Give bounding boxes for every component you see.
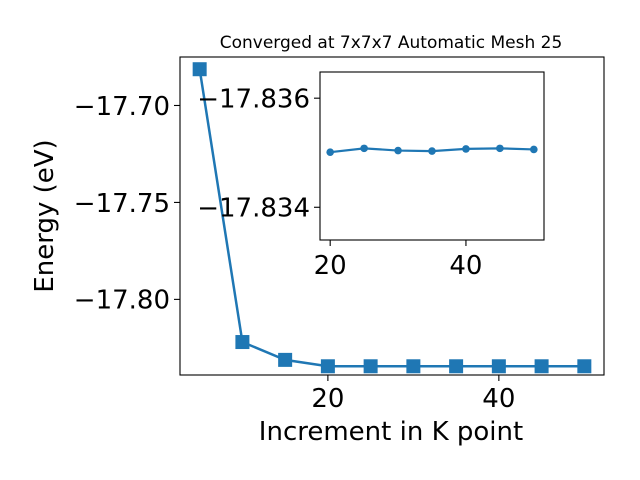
main-data-point — [320, 359, 335, 374]
main-data-point — [363, 359, 378, 374]
inset-data-point — [496, 144, 504, 153]
main-y-tick-label: −17.75 — [74, 189, 170, 219]
inset-x-tick-label: 20 — [314, 251, 347, 281]
main-series-markers — [192, 62, 592, 374]
inset-data-point — [462, 145, 470, 153]
main-x-axis-label: Increment in K point — [259, 417, 523, 447]
main-series-line — [198, 69, 585, 368]
inset-data-point — [530, 145, 538, 154]
main-data-point — [449, 359, 464, 374]
inset-data-point — [326, 148, 334, 156]
inset-y-tick-label: −17.836 — [197, 85, 310, 115]
inset-data-point — [360, 144, 368, 153]
main-data-point — [577, 359, 592, 374]
main-data-point — [235, 335, 250, 350]
inset-data-point — [394, 146, 402, 155]
inset-background — [320, 72, 544, 240]
main-y-tick-label: −17.70 — [74, 92, 170, 122]
inset-ticks: 20 40 −17.836 −17.834 — [197, 85, 482, 281]
inset-plot-frame — [319, 71, 545, 241]
main-y-tick-label: −17.80 — [74, 286, 170, 316]
main-axes: Converged at 7x7x7 Automatic Mesh 25 20 4… — [30, 33, 605, 447]
main-data-point — [406, 359, 421, 374]
main-ticks: 20 40 −17.70 −17.75 −17.80 — [74, 92, 516, 414]
inset-series-markers — [326, 144, 538, 156]
inset-y-tick-label: −17.834 — [197, 194, 310, 224]
main-x-tick-label: 20 — [311, 384, 344, 414]
main-data-point — [192, 62, 207, 77]
main-title: Converged at 7x7x7 Automatic Mesh 25 — [220, 33, 563, 53]
inset-data-point — [428, 147, 436, 155]
main-y-axis-label: Energy (eV) — [30, 139, 60, 292]
main-data-point — [278, 352, 293, 367]
main-data-point — [534, 359, 549, 374]
main-x-tick-label: 40 — [482, 384, 515, 414]
inset-x-tick-label: 40 — [449, 251, 482, 281]
main-plot-frame — [179, 56, 605, 376]
inset-axes: 20 40 −17.836 −17.834 — [197, 71, 545, 281]
main-data-point — [491, 359, 506, 374]
